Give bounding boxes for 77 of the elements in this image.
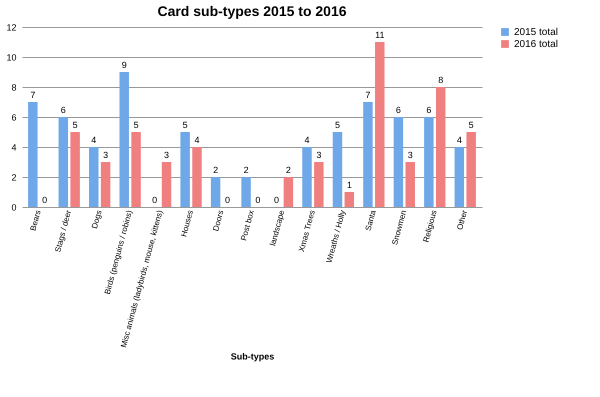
data-label: 0 — [255, 195, 260, 205]
x-tick-label: Religious — [421, 209, 439, 244]
bar — [314, 162, 324, 207]
legend-label: 2015 total — [514, 27, 558, 38]
data-label: 5 — [72, 120, 78, 130]
x-tick-label: Dogs — [90, 209, 104, 230]
bar — [302, 147, 312, 207]
bar — [406, 162, 415, 207]
data-label: 6 — [426, 105, 432, 115]
bar — [119, 72, 129, 207]
bar — [375, 42, 385, 207]
y-tick-label: 10 — [6, 52, 16, 62]
data-label: 2 — [286, 165, 291, 175]
bar — [454, 147, 464, 207]
y-tick-label: 6 — [11, 112, 16, 122]
data-label: 4 — [91, 135, 96, 145]
bar — [192, 147, 202, 207]
data-label: 4 — [194, 135, 200, 145]
y-tick-label: 12 — [6, 22, 16, 32]
data-label: 7 — [365, 90, 370, 100]
data-label: 4 — [456, 135, 462, 145]
bar — [394, 117, 404, 207]
data-label: 5 — [334, 120, 340, 130]
bar — [100, 162, 110, 207]
data-label: 9 — [122, 60, 127, 70]
data-label: 3 — [103, 150, 108, 160]
data-label: 2 — [244, 165, 249, 175]
data-label: 3 — [408, 150, 413, 160]
bar — [363, 102, 373, 207]
x-tick-label: Bears — [28, 209, 43, 232]
bar — [436, 87, 446, 207]
x-tick-label: Houses — [179, 209, 195, 238]
x-tick-label: Wreaths / Holly — [324, 209, 348, 264]
chart-title: Card sub-types 2015 to 2016 — [157, 3, 347, 19]
y-tick-label: 8 — [11, 82, 16, 92]
bar — [58, 117, 68, 207]
data-label: 3 — [316, 150, 322, 160]
data-label: 6 — [60, 105, 66, 115]
bar — [210, 177, 220, 207]
x-axis-title: Sub-types — [230, 352, 274, 362]
data-label: 0 — [224, 195, 230, 205]
data-label: 7 — [30, 90, 36, 100]
data-label: 0 — [274, 195, 280, 205]
data-label: 11 — [375, 30, 384, 40]
x-tick-label: Santa — [364, 208, 378, 232]
bar — [344, 192, 354, 207]
bar — [284, 177, 294, 207]
data-label: 5 — [182, 120, 188, 130]
bar — [180, 132, 190, 207]
bar — [466, 132, 476, 207]
bar — [332, 132, 342, 207]
bar — [424, 117, 434, 207]
legend-label: 2016 total — [514, 39, 558, 50]
bar — [131, 132, 141, 207]
bar — [70, 132, 80, 207]
bar — [241, 177, 251, 207]
y-tick-label: 0 — [11, 202, 16, 212]
data-label: 8 — [438, 75, 444, 85]
data-label: 2 — [213, 165, 218, 175]
data-label: 5 — [134, 120, 139, 130]
x-tick-label: Xmas Trees — [297, 209, 317, 253]
x-tick-label: Post box — [239, 209, 256, 242]
y-tick-label: 4 — [11, 142, 16, 152]
bar — [28, 102, 38, 207]
data-label: 4 — [304, 135, 310, 145]
y-tick-label: 2 — [11, 172, 16, 182]
bar — [89, 147, 98, 207]
data-label: 3 — [164, 150, 170, 160]
data-label: 1 — [346, 180, 352, 190]
bar — [162, 162, 172, 207]
x-tick-label: Doors — [211, 209, 226, 232]
data-label: 0 — [152, 195, 158, 205]
data-label: 0 — [42, 195, 48, 205]
x-tick-label: Other — [455, 208, 470, 231]
data-label: 6 — [396, 105, 401, 115]
x-tick-label: Stags / deer — [53, 208, 74, 254]
data-label: 5 — [468, 120, 474, 130]
